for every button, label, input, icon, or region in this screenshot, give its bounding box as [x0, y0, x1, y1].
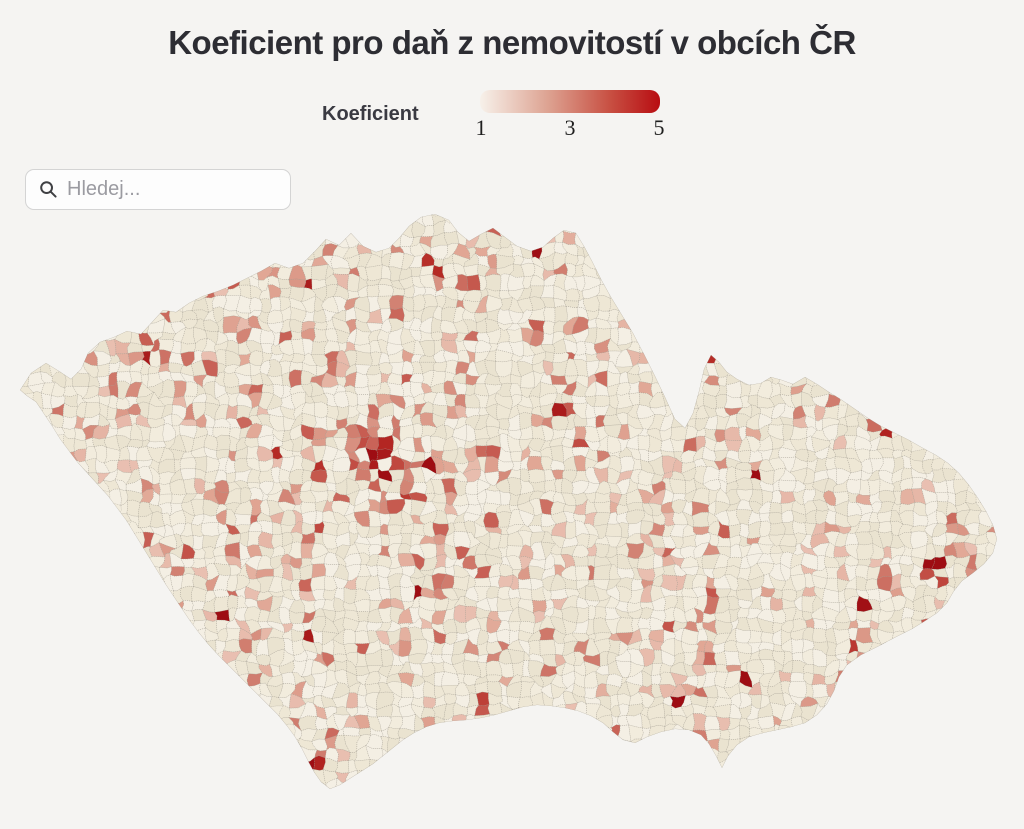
- legend-label: Koeficient: [322, 103, 419, 125]
- search-icon: [40, 181, 57, 198]
- legend-gradient-bar: [480, 90, 660, 113]
- search-input[interactable]: [58, 178, 290, 201]
- page-title: Koeficient pro daň z nemovitostí v obcíc…: [168, 24, 856, 61]
- search-box[interactable]: [25, 169, 291, 210]
- legend-tick-max: 5: [653, 115, 665, 140]
- legend-scale: 1 3 5: [476, 90, 665, 140]
- legend-ticks: 1 3 5: [476, 115, 665, 140]
- legend-tick-min: 1: [475, 115, 487, 140]
- legend-tick-mid: 3: [564, 115, 576, 140]
